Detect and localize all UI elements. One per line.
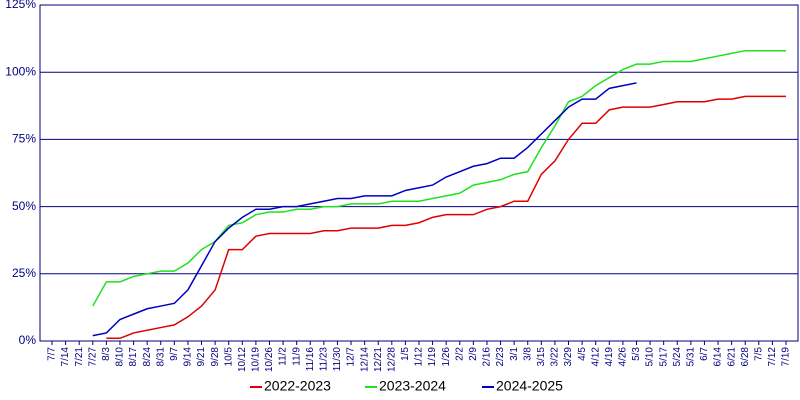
x-tick-label: 6/14 [713, 347, 724, 367]
x-tick-label: 7/7 [47, 347, 58, 361]
x-tick-label: 12/14 [359, 347, 370, 372]
x-tick-label: 8/17 [128, 347, 139, 367]
y-tick-label: 75% [12, 132, 36, 146]
legend-label: 2022-2023 [264, 378, 331, 394]
x-tick-label: 7/12 [767, 347, 778, 367]
x-tick-label: 10/5 [223, 347, 234, 367]
series-line [92, 49, 786, 307]
x-tick-label: 3/15 [536, 347, 547, 367]
x-tick-label: 6/28 [740, 347, 751, 367]
x-tick-label: 7/14 [60, 347, 71, 367]
x-tick-label: 9/28 [210, 347, 221, 367]
x-tick-label: 1/12 [414, 347, 425, 367]
x-tick-label: 5/3 [631, 347, 642, 361]
x-tick-label: 12/21 [373, 347, 384, 372]
x-tick-label: 8/10 [115, 347, 126, 367]
x-tick-label: 11/2 [278, 347, 289, 366]
x-tick-label: 4/5 [577, 347, 588, 361]
x-tick-label: 6/21 [726, 347, 737, 367]
legend-label: 2024-2025 [496, 378, 563, 394]
x-tick-label: 8/24 [142, 347, 153, 367]
x-tick-label: 11/30 [332, 347, 343, 372]
x-tick-label: 1/26 [441, 347, 452, 367]
x-tick-label: 8/31 [155, 347, 166, 367]
x-tick-label: 2/2 [454, 347, 465, 361]
x-tick-label: 11/23 [318, 347, 329, 372]
y-tick-label: 25% [12, 266, 36, 280]
series-line [106, 95, 786, 340]
x-tick-label: 4/12 [590, 347, 601, 367]
x-tick-label: 10/26 [264, 347, 275, 372]
x-tick-label: 1/5 [400, 347, 411, 361]
x-tick-label: 2/9 [468, 347, 479, 361]
x-tick-label: 10/19 [251, 347, 262, 372]
x-tick-label: 9/14 [183, 347, 194, 367]
x-tick-label: 11/16 [305, 347, 316, 372]
x-tick-label: 5/24 [672, 347, 683, 367]
x-tick-label: 11/9 [291, 347, 302, 366]
x-tick-label: 7/5 [753, 347, 764, 361]
y-tick-label: 100% [5, 64, 36, 78]
x-tick-label: 5/10 [645, 347, 656, 367]
y-tick-label: 125% [5, 0, 36, 11]
x-tick-label: 9/21 [196, 347, 207, 367]
x-tick-label: 4/26 [618, 347, 629, 367]
x-tick-label: 7/27 [87, 347, 98, 367]
x-tick-label: 12/28 [386, 347, 397, 372]
x-tick-label: 2/16 [482, 347, 493, 367]
x-tick-label: 1/19 [427, 347, 438, 367]
x-tick-label: 2/23 [495, 347, 506, 367]
x-tick-label: 7/19 [781, 347, 792, 367]
x-tick-label: 5/17 [658, 347, 669, 367]
x-tick-label: 3/22 [550, 347, 561, 367]
x-tick-label: 5/31 [685, 347, 696, 367]
legend-label: 2023-2024 [379, 378, 446, 394]
x-tick-label: 12/7 [346, 347, 357, 367]
y-tick-label: 50% [12, 199, 36, 213]
x-tick-label: 3/1 [509, 347, 520, 361]
x-tick-label: 3/8 [522, 347, 533, 361]
x-tick-label: 3/29 [563, 347, 574, 367]
x-tick-label: 7/21 [74, 347, 85, 367]
x-tick-label: 6/7 [699, 347, 710, 361]
plot-frame [39, 4, 799, 342]
y-tick-label: 0% [19, 333, 37, 347]
x-tick-label: 9/7 [169, 347, 180, 361]
x-tick-label: 8/3 [101, 347, 112, 361]
series-line [92, 82, 637, 337]
x-tick-label: 10/12 [237, 347, 248, 372]
x-tick-label: 4/19 [604, 347, 615, 367]
